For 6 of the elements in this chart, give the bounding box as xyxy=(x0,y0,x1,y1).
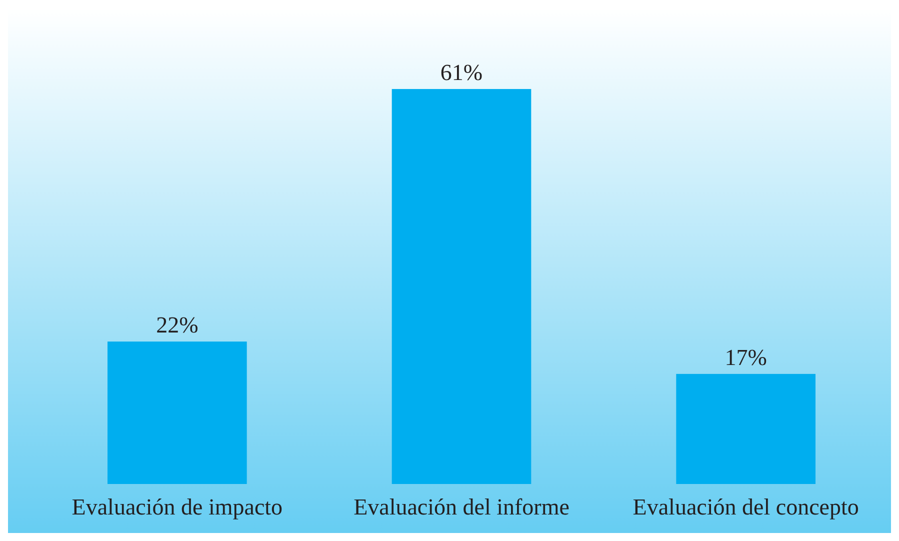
x-tick-label: Evaluación del concepto xyxy=(632,494,859,520)
x-tick-label: Evaluación del informe xyxy=(354,494,570,520)
data-label: 22% xyxy=(156,312,198,338)
x-tick-label: Evaluación de impacto xyxy=(72,494,283,520)
data-label: 61% xyxy=(440,60,483,86)
data-label: 17% xyxy=(724,344,767,370)
